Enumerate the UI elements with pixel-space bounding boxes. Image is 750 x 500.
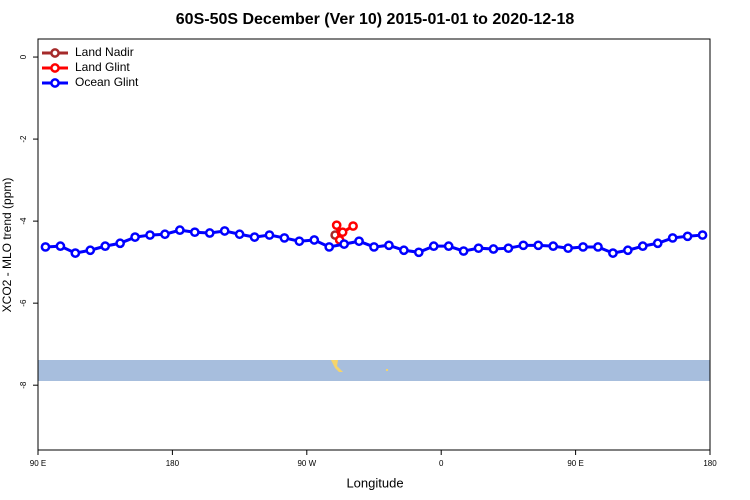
land-patch bbox=[386, 369, 388, 371]
point bbox=[369, 242, 379, 252]
point bbox=[608, 248, 618, 258]
point bbox=[130, 232, 140, 242]
y-tick-label: -2 bbox=[19, 135, 28, 143]
y-tick-label: -6 bbox=[19, 299, 28, 307]
point bbox=[488, 244, 499, 254]
legend-marker bbox=[50, 48, 60, 58]
point bbox=[175, 225, 185, 235]
point bbox=[189, 227, 200, 238]
x-tick-label: 90 E bbox=[567, 459, 583, 468]
land-patch bbox=[331, 360, 343, 372]
point bbox=[697, 230, 708, 240]
point bbox=[623, 245, 633, 256]
legend-marker bbox=[50, 78, 60, 88]
point bbox=[309, 235, 320, 245]
point bbox=[682, 231, 693, 242]
x-tick-label: 90 W bbox=[297, 459, 316, 468]
point bbox=[324, 242, 335, 252]
legend-label: Land Glint bbox=[75, 60, 130, 74]
point bbox=[160, 229, 170, 240]
point bbox=[100, 241, 111, 251]
point bbox=[40, 242, 51, 252]
x-tick-label: 0 bbox=[439, 459, 444, 468]
point bbox=[339, 239, 349, 249]
x-tick-label: 90 E bbox=[30, 459, 46, 468]
point bbox=[548, 241, 559, 251]
point bbox=[384, 240, 394, 251]
point bbox=[652, 238, 663, 249]
point bbox=[563, 243, 573, 254]
point bbox=[413, 247, 424, 258]
point bbox=[264, 230, 275, 240]
point bbox=[593, 242, 603, 252]
legend-marker bbox=[50, 63, 60, 73]
point bbox=[443, 241, 454, 251]
y-tick-label: -4 bbox=[19, 217, 28, 225]
point bbox=[473, 243, 484, 254]
point bbox=[348, 221, 358, 231]
y-axis-label: XCO2 - MLO trend (ppm) bbox=[0, 178, 14, 313]
point bbox=[234, 229, 245, 240]
chart-title: 60S-50S December (Ver 10) 2015-01-01 to … bbox=[176, 11, 575, 28]
point bbox=[55, 241, 66, 251]
point bbox=[667, 233, 678, 243]
point bbox=[204, 228, 215, 238]
point bbox=[533, 240, 544, 251]
x-tick-label: 180 bbox=[703, 459, 717, 468]
point bbox=[279, 233, 290, 243]
point bbox=[331, 220, 342, 231]
legend-label: Ocean Glint bbox=[75, 75, 139, 89]
point bbox=[85, 245, 96, 256]
point bbox=[399, 245, 409, 256]
point bbox=[354, 236, 364, 247]
point bbox=[503, 243, 514, 254]
map-strip bbox=[38, 360, 710, 381]
x-axis-label: Longitude bbox=[346, 475, 403, 490]
point bbox=[578, 242, 588, 252]
x-tick-label: 180 bbox=[166, 459, 180, 468]
point bbox=[337, 227, 348, 238]
point bbox=[249, 232, 260, 242]
point bbox=[70, 248, 81, 258]
point bbox=[145, 230, 155, 240]
point bbox=[115, 238, 125, 249]
point bbox=[518, 240, 529, 251]
point bbox=[637, 241, 648, 251]
point bbox=[458, 246, 469, 256]
point bbox=[294, 236, 305, 247]
legend-label: Land Nadir bbox=[75, 45, 134, 59]
y-tick-label: 0 bbox=[19, 54, 28, 59]
point bbox=[428, 241, 439, 251]
plot-frame bbox=[37, 38, 711, 451]
y-tick-label: -8 bbox=[19, 381, 28, 389]
point bbox=[219, 226, 230, 236]
